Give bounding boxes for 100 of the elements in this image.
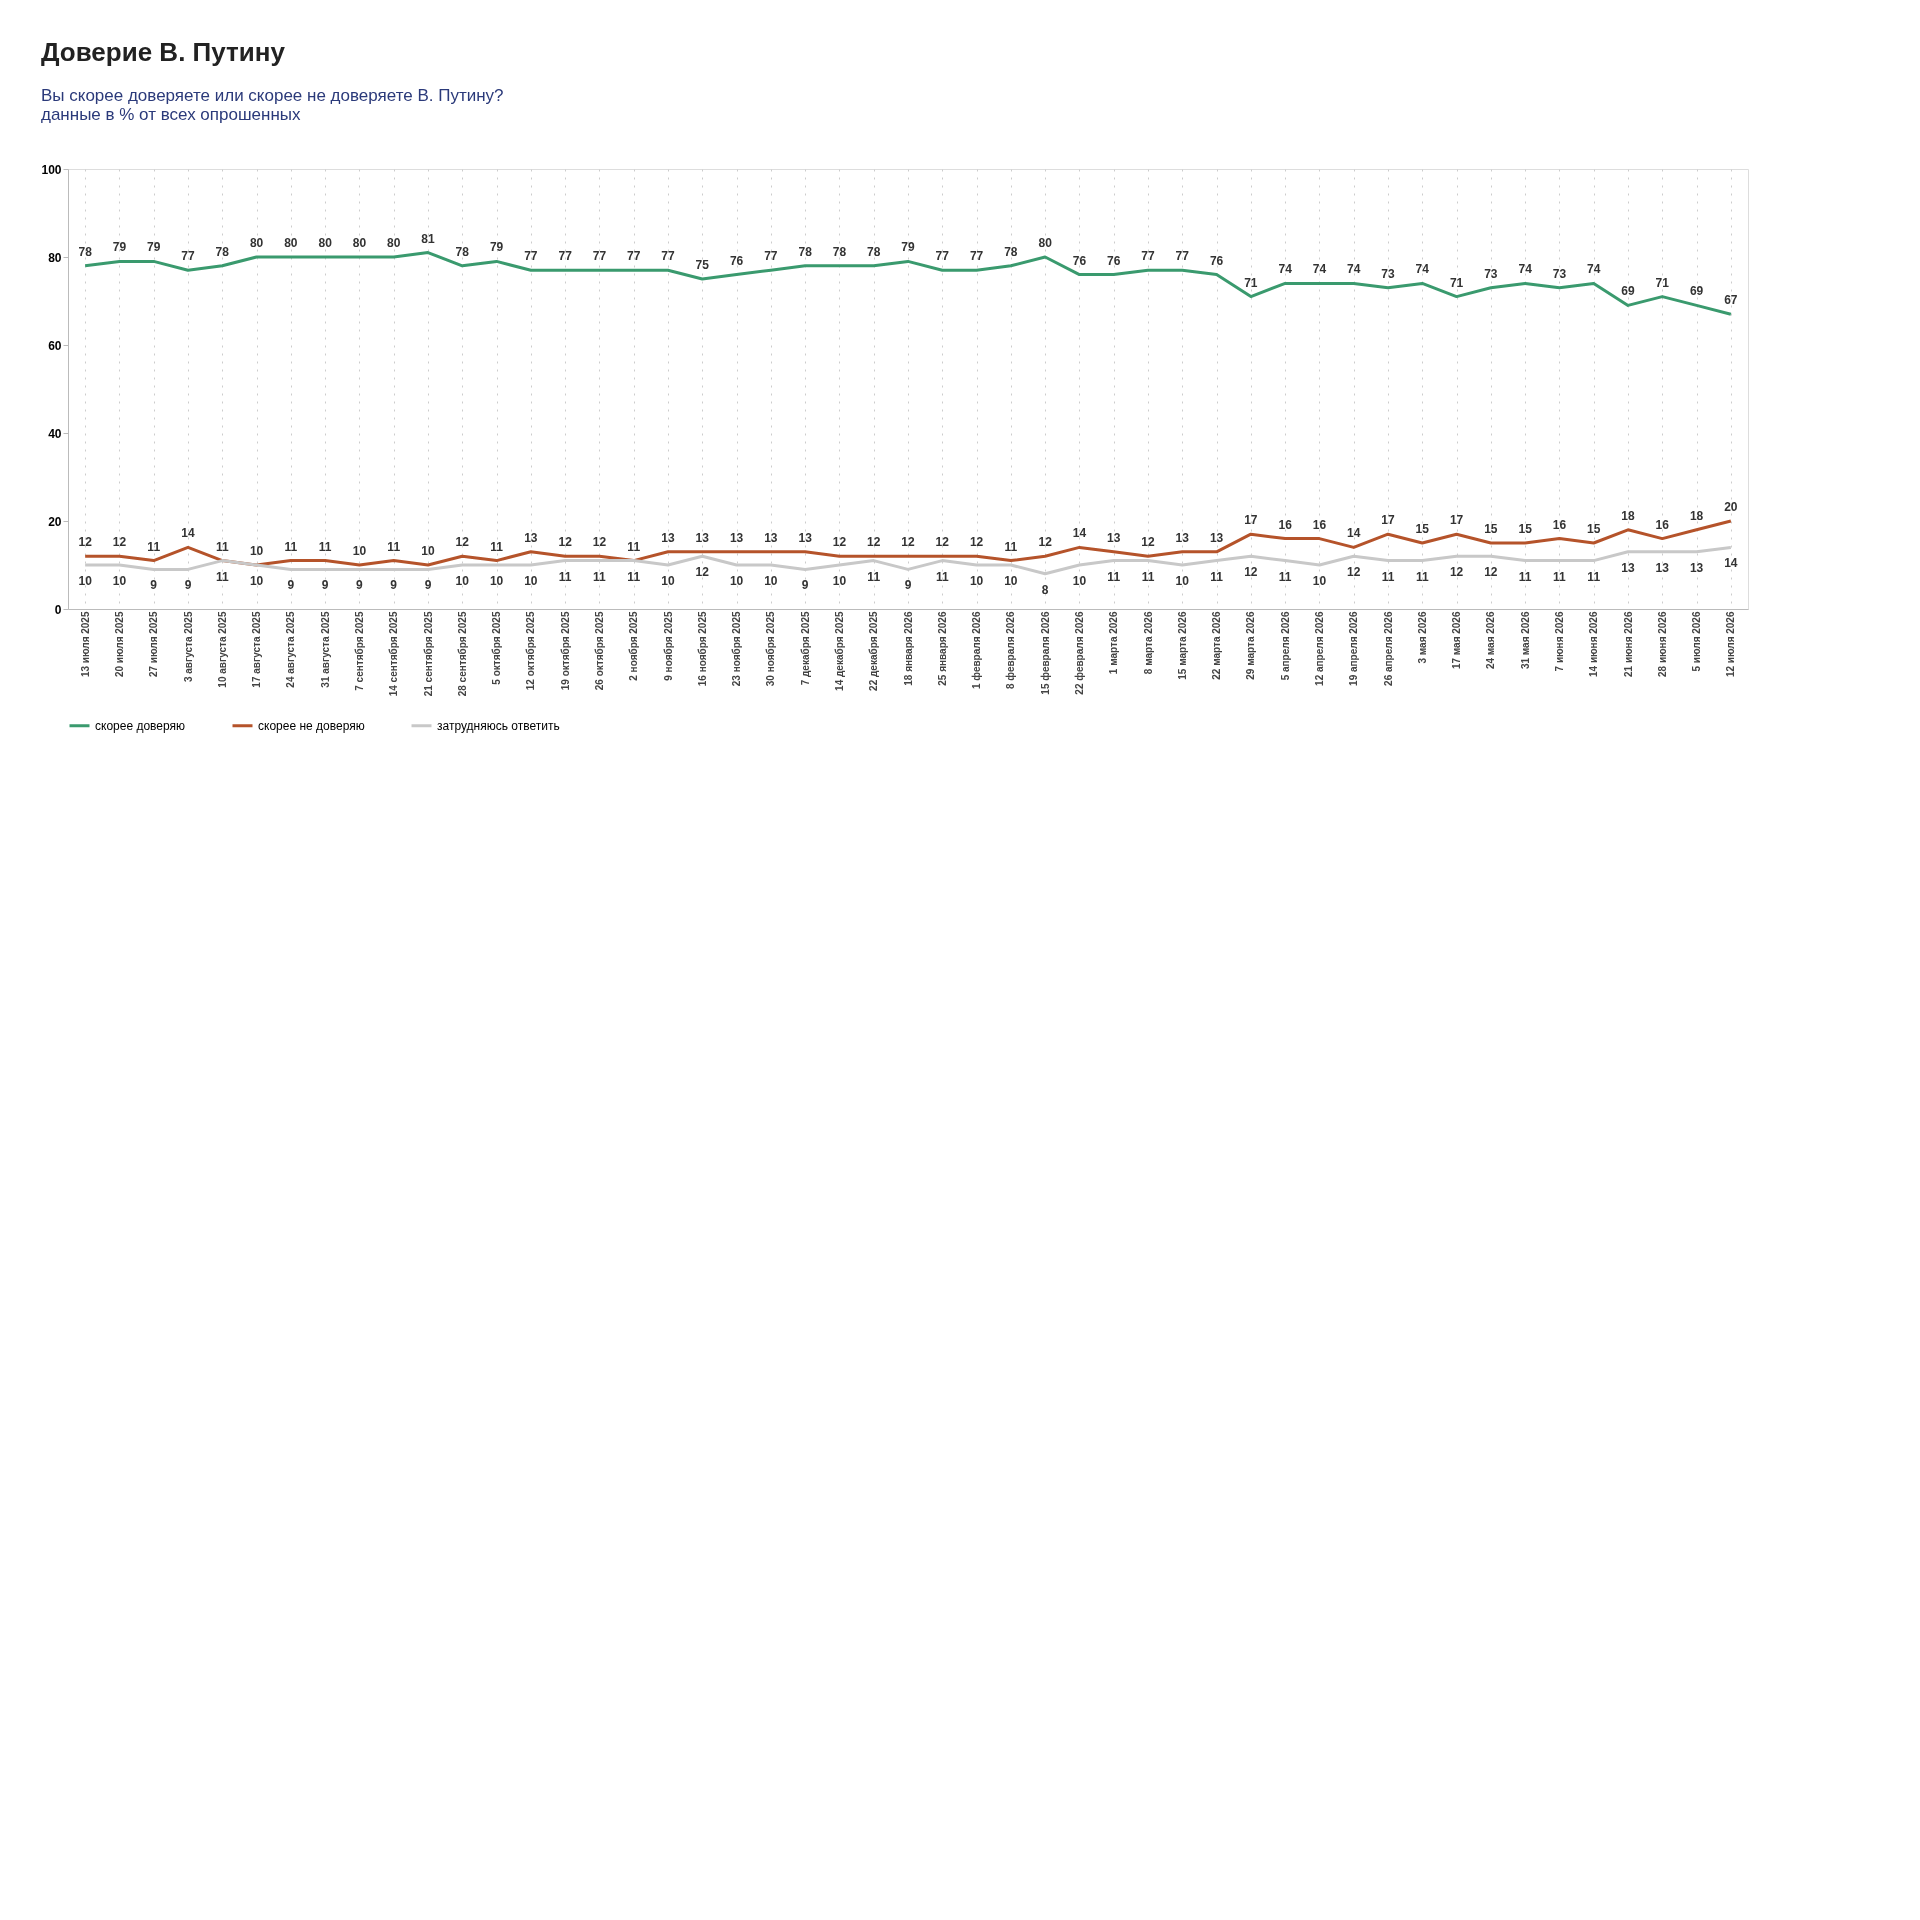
- x-tick-label: 14 июня 2026: [1588, 611, 1600, 677]
- data-label: 11: [1415, 569, 1429, 584]
- text: данные в % от всех опрошенных: [40, 105, 302, 124]
- data-label: 67: [1724, 293, 1738, 308]
- data-label: 78: [215, 244, 230, 259]
- legend-label: затрудняюсь ответить: [437, 718, 560, 733]
- y-tick-label: 0: [54, 602, 62, 617]
- data-label: 11: [284, 539, 298, 554]
- data-label: 10: [1072, 574, 1087, 588]
- data-label: 15: [1518, 522, 1533, 536]
- data-label: 11: [1553, 569, 1567, 584]
- x-tick-label: 22 февраля 2026: [1073, 611, 1085, 695]
- data-label: 16: [1552, 517, 1567, 532]
- x-tick-label: 15 марта 2026: [1176, 611, 1188, 680]
- data-label: 12: [935, 535, 950, 550]
- data-label: 15: [1587, 522, 1601, 536]
- data-label: 12: [455, 535, 470, 550]
- x-tick-label: 5 октября 2025: [491, 611, 503, 685]
- data-label: 12: [1141, 535, 1155, 550]
- data-label: 77: [764, 249, 778, 264]
- data-label: 11: [867, 569, 881, 584]
- data-label: 78: [455, 244, 470, 259]
- data-label: 11: [1107, 569, 1121, 584]
- x-tick-label: 9 ноября 2025: [662, 611, 674, 681]
- data-label: 71: [1655, 275, 1670, 290]
- x-tick-label: 17 августа 2025: [251, 611, 263, 688]
- data-label: 81: [421, 231, 435, 246]
- data-label: 80: [352, 236, 367, 250]
- data-label: 12: [969, 535, 984, 550]
- data-label: 13: [729, 530, 744, 545]
- data-label: 12: [78, 535, 93, 550]
- data-label: 71: [1244, 275, 1258, 290]
- data-label: 16: [1312, 517, 1327, 532]
- data-label: 12: [592, 535, 607, 550]
- x-tick-label: 22 декабря 2025: [868, 611, 880, 691]
- data-label: 14: [1347, 526, 1361, 541]
- x-tick-label: 2 ноября 2025: [628, 611, 640, 681]
- x-tick-label: 19 октября 2025: [559, 611, 571, 691]
- data-label: 14: [1072, 526, 1087, 541]
- data-label: 11: [490, 539, 504, 554]
- x-tick-label: 14 декабря 2025: [833, 611, 845, 691]
- x-tick-label: 3 мая 2026: [1416, 611, 1428, 664]
- data-label: 14: [181, 526, 195, 541]
- data-label: 79: [489, 240, 504, 255]
- data-label: 10: [764, 574, 778, 588]
- y-tick-label: 100: [41, 162, 62, 177]
- data-label: 17: [1449, 513, 1464, 528]
- x-tick-label: 16 ноября 2025: [696, 611, 708, 687]
- data-label: 9: [184, 578, 192, 593]
- data-label: 13: [524, 530, 538, 545]
- data-label: 74: [1415, 262, 1430, 277]
- y-tick-label: 60: [48, 338, 62, 353]
- data-label: 11: [1004, 539, 1018, 554]
- x-tick-label: 22 марта 2026: [1211, 611, 1223, 680]
- data-label: 74: [1278, 262, 1293, 277]
- data-label: 17: [1244, 513, 1258, 528]
- x-tick-label: 18 января 2026: [902, 611, 914, 686]
- data-label: 12: [112, 535, 127, 550]
- data-label: 20: [1724, 500, 1738, 514]
- data-label: 10: [729, 574, 744, 588]
- data-label: 12: [1449, 565, 1464, 580]
- data-label: 80: [284, 236, 298, 250]
- x-tick-label: 8 марта 2026: [1142, 611, 1154, 675]
- data-label: 10: [661, 574, 675, 588]
- data-label: 10: [489, 574, 504, 588]
- x-tick-label: 27 июля 2025: [148, 611, 160, 678]
- data-label: 80: [1038, 236, 1053, 250]
- x-tick-label: 20 июля 2025: [113, 611, 125, 678]
- x-tick-label: 31 мая 2026: [1519, 611, 1531, 670]
- data-label: 9: [356, 578, 364, 593]
- data-label: 16: [1655, 517, 1670, 532]
- data-label: 9: [287, 578, 295, 593]
- x-tick-label: 8 февраля 2026: [1005, 611, 1017, 690]
- data-label: 11: [215, 539, 229, 554]
- data-label: 11: [215, 569, 229, 584]
- data-label: 12: [867, 535, 881, 550]
- data-label: 80: [387, 236, 401, 250]
- data-label: 11: [1210, 569, 1224, 584]
- data-label: 13: [1655, 560, 1670, 575]
- data-label: 69: [1689, 284, 1704, 299]
- x-tick-label: 1 марта 2026: [1108, 611, 1120, 675]
- data-label: 77: [181, 249, 195, 264]
- data-label: 10: [455, 574, 470, 588]
- data-label: 12: [901, 535, 915, 550]
- data-label: 77: [592, 249, 607, 264]
- data-label: 74: [1518, 262, 1533, 277]
- x-tick-label: 12 июля 2026: [1725, 611, 1737, 678]
- x-tick-label: 23 ноября 2025: [731, 611, 743, 687]
- data-label: 79: [901, 240, 915, 255]
- x-tick-label: 10 августа 2025: [216, 611, 228, 688]
- data-label: 10: [249, 544, 264, 558]
- data-label: 80: [249, 236, 264, 250]
- data-label: 15: [1484, 522, 1498, 536]
- data-label: 8: [1041, 582, 1049, 597]
- data-label: 9: [424, 578, 432, 593]
- data-label: 11: [627, 539, 641, 554]
- data-label: 10: [352, 544, 367, 558]
- data-label: 13: [1107, 530, 1121, 545]
- x-tick-label: 19 апреля 2026: [1348, 611, 1360, 686]
- x-tick-label: 7 июня 2026: [1553, 611, 1565, 672]
